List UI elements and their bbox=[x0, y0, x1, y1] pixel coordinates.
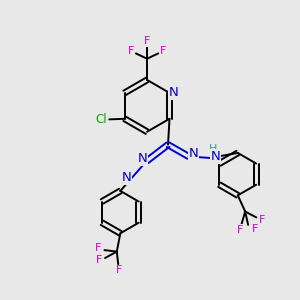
Text: F: F bbox=[96, 255, 102, 266]
Text: N: N bbox=[137, 152, 147, 165]
Text: H: H bbox=[208, 144, 217, 154]
Text: F: F bbox=[116, 266, 123, 275]
Text: F: F bbox=[160, 46, 167, 56]
Text: F: F bbox=[144, 36, 150, 46]
Text: F: F bbox=[237, 225, 244, 235]
Text: Cl: Cl bbox=[95, 113, 107, 126]
Text: N: N bbox=[189, 147, 199, 160]
Text: N: N bbox=[168, 86, 178, 99]
Text: F: F bbox=[128, 46, 134, 56]
Text: N: N bbox=[210, 150, 220, 163]
Text: N: N bbox=[121, 171, 131, 184]
Text: F: F bbox=[259, 215, 266, 225]
Text: F: F bbox=[251, 224, 258, 234]
Text: F: F bbox=[95, 243, 101, 253]
